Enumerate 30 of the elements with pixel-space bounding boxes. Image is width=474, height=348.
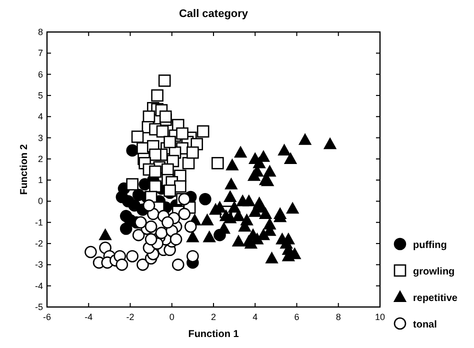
y-tick-label: 6 bbox=[38, 69, 43, 80]
y-tick-label: -2 bbox=[34, 238, 43, 249]
x-tick-label: -4 bbox=[84, 312, 93, 322]
legend-label: repetitive bbox=[413, 293, 458, 304]
y-tick-label: -5 bbox=[34, 302, 43, 312]
x-tick-label: -2 bbox=[126, 312, 134, 322]
y-tick-label: 1 bbox=[38, 175, 43, 186]
x-tick-label: 8 bbox=[336, 312, 341, 322]
y-tick-label: 3 bbox=[38, 132, 43, 143]
y-tick-label: 5 bbox=[38, 90, 43, 100]
y-tick-label: 8 bbox=[38, 27, 43, 37]
y-tick-label: -1 bbox=[34, 217, 43, 228]
x-tick-label: 6 bbox=[294, 312, 300, 322]
x-axis-title: Function 1 bbox=[188, 329, 240, 340]
y-tick-label: 7 bbox=[38, 48, 43, 58]
y-tick-label: 0 bbox=[38, 196, 43, 206]
y-axis-title: Function 2 bbox=[19, 144, 30, 195]
x-tick-label: 10 bbox=[374, 312, 386, 322]
legend-label: puffing bbox=[413, 240, 447, 251]
y-tick-label: -3 bbox=[34, 260, 43, 270]
x-tick-label: 0 bbox=[169, 312, 174, 322]
x-tick-label: 2 bbox=[210, 312, 216, 322]
y-tick-label: 4 bbox=[38, 112, 43, 122]
legend-label: growling bbox=[413, 266, 455, 278]
legend-label: tonal bbox=[413, 320, 438, 330]
x-tick-label: 4 bbox=[252, 312, 258, 322]
y-tick-label: 2 bbox=[38, 154, 43, 164]
chart-title: Call category bbox=[178, 8, 249, 20]
y-tick-label: -4 bbox=[34, 280, 43, 291]
x-tick-label: -6 bbox=[42, 312, 52, 322]
